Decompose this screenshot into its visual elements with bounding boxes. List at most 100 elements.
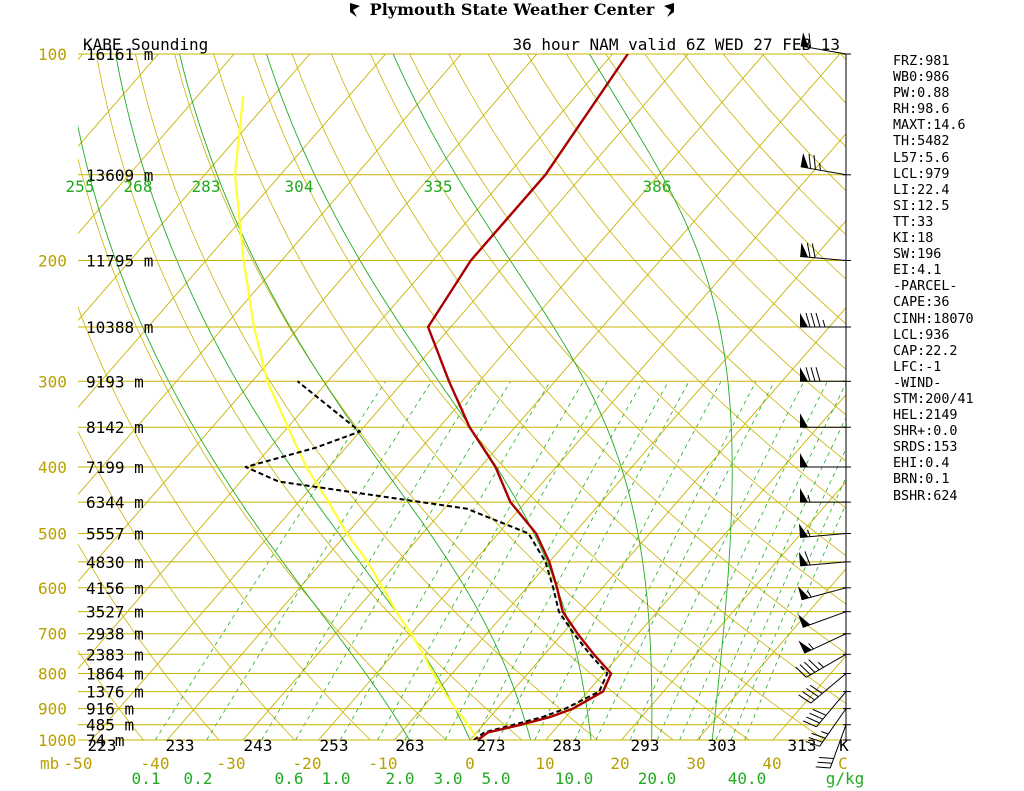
mixing-ratio-line bbox=[377, 381, 584, 740]
isotherm-line bbox=[318, 133, 846, 740]
isotherm-line bbox=[545, 394, 846, 740]
kelvin-tick-label: 303 bbox=[708, 736, 737, 755]
mixing-ratio-line bbox=[497, 381, 690, 740]
kelvin-tick-label: 273 bbox=[477, 736, 506, 755]
isotherm-line bbox=[91, 54, 689, 740]
wind-barb bbox=[797, 586, 847, 601]
wind-barb-pennant bbox=[800, 32, 809, 48]
wind-barb-full bbox=[810, 367, 816, 382]
height-label: 16161 m bbox=[86, 45, 153, 64]
wind-barb-full bbox=[810, 312, 816, 328]
wind-barb bbox=[800, 453, 846, 468]
temperature-tick-label: -30 bbox=[217, 754, 246, 773]
mixing-ratio-tick-label: 10.0 bbox=[555, 769, 594, 788]
height-label: 916 m bbox=[86, 700, 134, 719]
wind-barb bbox=[798, 673, 847, 704]
wind-barb-pennant bbox=[798, 640, 812, 654]
wind-barb-pennant bbox=[800, 153, 809, 169]
temperature-tick-label: 40 bbox=[762, 754, 781, 773]
mixing-ratio-tick-label: 0.6 bbox=[275, 769, 304, 788]
moist-adiabat-line bbox=[266, 54, 592, 740]
wind-barb-full bbox=[815, 367, 821, 382]
index-item: TT:33 bbox=[893, 214, 934, 230]
temperature-tick-label: 10 bbox=[535, 754, 554, 773]
wind-barb-half bbox=[808, 643, 814, 650]
temperature-tick-label: 20 bbox=[610, 754, 629, 773]
index-item: MAXT:14.6 bbox=[893, 118, 966, 134]
wind-barb-pennant bbox=[797, 614, 811, 628]
wind-barb bbox=[800, 32, 847, 55]
flag-icon-right bbox=[664, 3, 675, 17]
index-item: FRZ:981 bbox=[893, 54, 950, 69]
kelvin-tick-label: 263 bbox=[396, 736, 425, 755]
wind-barb-staff bbox=[800, 45, 847, 55]
kelvin-tick-label: 223 bbox=[88, 736, 117, 755]
mixing-ratio-tick-label: 20.0 bbox=[638, 769, 677, 788]
mixing-ratio-line bbox=[339, 381, 551, 740]
index-item: HEL:2149 bbox=[893, 408, 958, 424]
temperature-tick-label: C bbox=[838, 754, 848, 773]
header-title-bar: Plymouth State Weather Center bbox=[0, 0, 1024, 22]
wind-barb-pennant bbox=[800, 242, 809, 258]
index-item: PW:0.88 bbox=[893, 86, 950, 102]
temperature-tick-label: -20 bbox=[293, 754, 322, 773]
index-item: EHI:0.4 bbox=[893, 456, 950, 472]
wind-barb-half bbox=[807, 590, 812, 598]
mixing-ratio-line bbox=[679, 382, 846, 740]
pressure-unit-label: mb bbox=[40, 754, 59, 773]
isotherm-line bbox=[78, 54, 311, 322]
kelvin-tick-label: 293 bbox=[631, 736, 660, 755]
wind-barb-full bbox=[805, 312, 811, 328]
wind-barb-staff bbox=[829, 724, 847, 769]
flag-icon-left bbox=[349, 3, 360, 17]
theta-e-label: 304 bbox=[285, 177, 314, 196]
isotherm-line bbox=[393, 220, 846, 740]
wind-barb-full bbox=[808, 736, 823, 743]
wind-barb-full bbox=[811, 732, 826, 739]
mixing-ratio-line bbox=[698, 416, 846, 740]
index-item: -PARCEL- bbox=[893, 279, 958, 295]
pressure-tick-label: 700 bbox=[38, 625, 67, 644]
pressure-tick-label: 1000 bbox=[38, 731, 77, 750]
isotherm-line bbox=[696, 568, 846, 740]
wind-barb-full bbox=[813, 154, 816, 170]
wind-barb bbox=[795, 653, 847, 678]
index-item: LI:22.4 bbox=[893, 182, 950, 198]
height-label: 2383 m bbox=[86, 645, 144, 664]
index-item: CINH:18070 bbox=[893, 311, 974, 327]
temperature-tick-label: -50 bbox=[64, 754, 93, 773]
wind-barb-half bbox=[817, 661, 824, 668]
theta-e-label: 335 bbox=[424, 177, 453, 196]
mixing-ratio-line bbox=[715, 447, 846, 740]
index-item: CAPE:36 bbox=[893, 295, 950, 311]
dry-adiabat-line bbox=[330, 54, 846, 654]
mixing-ratio-tick-label: 5.0 bbox=[482, 769, 511, 788]
isotherm-line bbox=[0, 54, 7, 740]
height-label: 6344 m bbox=[86, 493, 144, 512]
height-label: 10388 m bbox=[86, 318, 153, 337]
kelvin-tick-label: 253 bbox=[320, 736, 349, 755]
height-label: 1376 m bbox=[86, 683, 144, 702]
isotherm-line bbox=[78, 54, 613, 670]
isotherm-line bbox=[78, 54, 462, 496]
isotherm-line bbox=[78, 54, 538, 583]
index-item: SRDS:153 bbox=[893, 440, 958, 456]
dry-adiabat-line bbox=[135, 54, 598, 740]
mixing-ratio-tick-label: 3.0 bbox=[434, 769, 463, 788]
index-item: SHR+:0.0 bbox=[893, 424, 958, 440]
theta-e-label: 255 bbox=[66, 177, 95, 196]
height-label: 11795 m bbox=[86, 252, 153, 271]
wind-barb-half bbox=[819, 162, 821, 171]
wind-barb-full bbox=[798, 694, 812, 704]
wind-barb-pennant bbox=[800, 488, 808, 503]
isotherm-line bbox=[166, 54, 765, 740]
wind-barb bbox=[800, 367, 846, 382]
wind-barb-full bbox=[815, 312, 821, 328]
isotherm-line bbox=[621, 481, 846, 740]
pressure-tick-label: 500 bbox=[38, 524, 67, 543]
kelvin-tick-label: K bbox=[839, 736, 849, 755]
wind-barb-full bbox=[819, 757, 834, 760]
kelvin-tick-label: 283 bbox=[553, 736, 582, 755]
index-item: LCL:936 bbox=[893, 327, 950, 343]
wind-barb bbox=[798, 633, 847, 654]
